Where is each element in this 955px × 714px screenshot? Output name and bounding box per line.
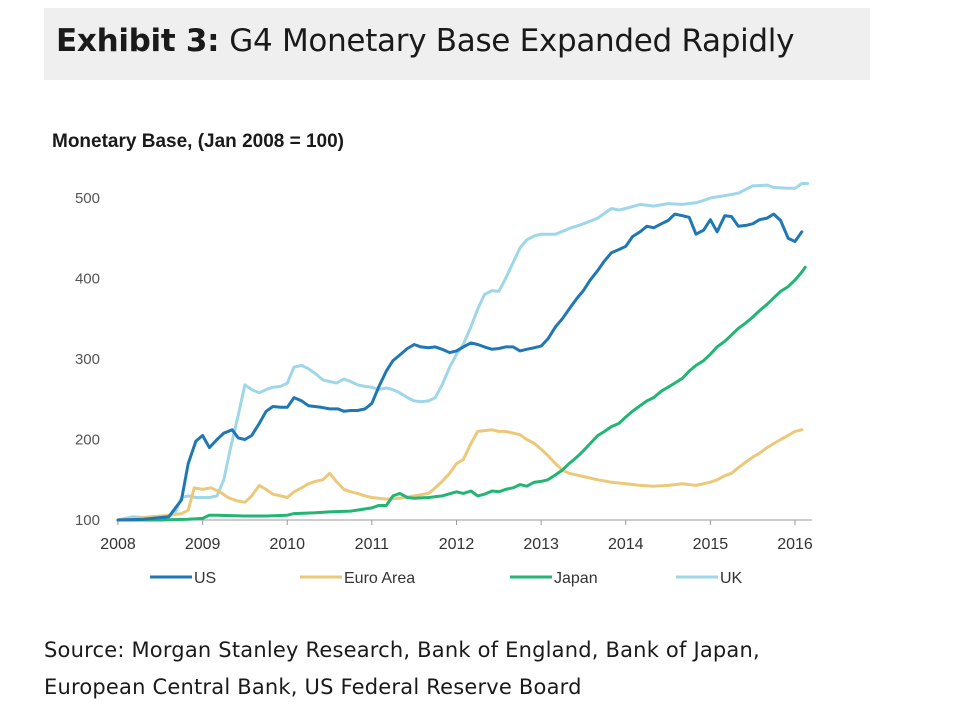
- legend-label: UK: [720, 570, 743, 587]
- y-axis: 100 200 300 400 500: [75, 190, 100, 529]
- source-line-1: Source: Morgan Stanley Research, Bank of…: [44, 638, 760, 662]
- source-note: Source: Morgan Stanley Research, Bank of…: [44, 632, 760, 706]
- series-line-uk: [116, 182, 810, 522]
- exhibit-header: Exhibit 3: G4 Monetary Base Expanded Rapi…: [44, 8, 870, 80]
- x-tick-label: 2013: [523, 536, 559, 553]
- x-axis: 2008 2009 2010 2011 2012 2013 2014 2015 2016: [100, 519, 813, 553]
- y-tick-label: 400: [75, 271, 100, 288]
- x-tick-label: 2012: [439, 536, 475, 553]
- legend-label: Japan: [554, 570, 598, 587]
- series-line-japan: [116, 265, 807, 522]
- series-line-us: [116, 212, 804, 522]
- x-tick-label: 2016: [777, 536, 813, 553]
- x-tick-label: 2011: [355, 536, 390, 553]
- x-tick-label: 2014: [608, 536, 644, 553]
- series-line-euro-area: [116, 428, 804, 522]
- x-tick-label: 2010: [269, 536, 305, 553]
- y-tick-label: 500: [75, 190, 100, 207]
- legend: US Euro Area Japan UK: [150, 570, 743, 587]
- exhibit-title-text: G4 Monetary Base Expanded Rapidly: [229, 23, 795, 59]
- y-tick-label: 200: [75, 432, 100, 449]
- x-tick-label: 2009: [185, 536, 221, 553]
- source-line-2: European Central Bank, US Federal Reserv…: [44, 675, 582, 699]
- y-tick-label: 300: [75, 351, 100, 368]
- legend-label: Euro Area: [344, 570, 415, 587]
- y-tick-label: 100: [75, 512, 100, 529]
- legend-label: US: [194, 570, 216, 587]
- exhibit-title: Exhibit 3: G4 Monetary Base Expanded Rapi…: [56, 23, 794, 59]
- chart-subtitle: Monetary Base, (Jan 2008 = 100): [52, 131, 345, 152]
- series-lines: [116, 182, 810, 522]
- x-tick-label: 2008: [100, 536, 136, 553]
- line-chart: 100 200 300 400 500 2008 2009 2010 2011 2012 2013…: [75, 182, 813, 587]
- x-tick-label: 2015: [693, 536, 729, 553]
- exhibit-label: Exhibit 3:: [56, 23, 220, 59]
